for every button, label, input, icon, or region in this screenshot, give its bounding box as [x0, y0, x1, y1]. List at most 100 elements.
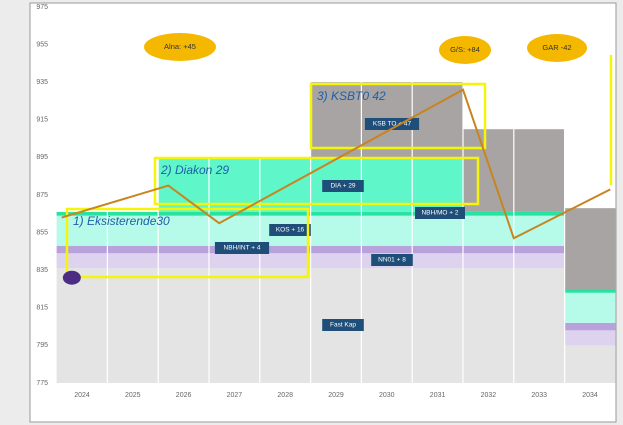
bar-segment — [361, 211, 413, 216]
bar-segment — [107, 215, 159, 246]
series-label: Fast Kap — [330, 322, 356, 329]
y-tick-label: 875 — [36, 192, 48, 199]
x-tick-label: 2034 — [582, 392, 598, 399]
bar-segment — [513, 268, 565, 383]
x-tick-label: 2026 — [176, 392, 192, 399]
series-label-box — [322, 180, 364, 192]
bar-segment — [513, 129, 565, 212]
highlight-box — [65, 207, 310, 279]
annotation-bubble — [439, 36, 491, 64]
y-tick-label: 775 — [36, 380, 48, 387]
bar-segment — [158, 253, 209, 269]
y-tick-label: 955 — [36, 41, 48, 48]
y-tick-label: 935 — [36, 79, 48, 86]
series-label-box — [322, 319, 364, 331]
bar-segment — [361, 245, 413, 254]
bar-segment — [463, 245, 514, 254]
bar-segment — [564, 345, 616, 383]
bar-segment — [259, 245, 311, 254]
x-tick-label: 2028 — [277, 392, 293, 399]
bar-segment — [310, 245, 362, 254]
series-label: NN01 + 8 — [378, 257, 406, 264]
bar-segment — [310, 215, 362, 246]
bar-segment — [361, 215, 413, 246]
bar-segment — [209, 268, 260, 383]
highlight-label: 1) Eksisterende30 — [73, 214, 170, 228]
series-label-box — [269, 224, 311, 236]
series-label: KOS + 16 — [276, 227, 305, 234]
bar-segment — [56, 245, 108, 254]
y-tick-label: 895 — [36, 154, 48, 161]
bar-segment — [463, 253, 514, 269]
bar-segment — [564, 292, 616, 323]
annotation-bubble — [144, 33, 216, 61]
bar-segment — [412, 253, 463, 269]
highlight-box — [153, 156, 480, 206]
bar-segment — [463, 215, 514, 246]
y-tick-label: 835 — [36, 267, 48, 274]
series-label: NBH/MO + 2 — [421, 210, 458, 217]
y-tick-label: 795 — [36, 342, 48, 349]
x-tick-label: 2033 — [531, 392, 547, 399]
series-label-box — [415, 207, 465, 219]
y-tick-label: 915 — [36, 117, 48, 124]
highlight-label: 3) KSBT0 42 — [317, 89, 386, 103]
trend-line — [61, 88, 611, 240]
x-tick-label: 2025 — [125, 392, 141, 399]
bar-segment — [107, 253, 159, 269]
x-tick-label: 2031 — [430, 392, 446, 399]
bar-segment — [513, 215, 565, 246]
highlight-box — [309, 82, 487, 150]
bar-segment — [259, 268, 311, 383]
bar-segment — [513, 245, 565, 254]
bar-segment — [158, 268, 209, 383]
series-label-box — [371, 254, 413, 266]
start-marker — [62, 270, 81, 285]
annotation-bubble — [527, 34, 587, 62]
bar-segment — [259, 253, 311, 269]
bar-segment — [463, 211, 514, 216]
bar-segment — [412, 268, 463, 383]
bar-segment — [310, 253, 362, 269]
x-tick-label: 2027 — [227, 392, 243, 399]
bar-segment — [158, 215, 209, 246]
bar-segment — [513, 253, 565, 269]
bar-segment — [209, 215, 260, 246]
series-label: KSB TO + 47 — [373, 121, 412, 128]
bar-segment — [158, 245, 209, 254]
bar-segment — [564, 322, 616, 331]
bar-segment — [412, 215, 463, 246]
bar-segment — [209, 253, 260, 269]
bar-segment — [56, 268, 108, 383]
x-tick-label: 2029 — [328, 392, 344, 399]
bar-segment — [463, 268, 514, 383]
bar-segment — [463, 129, 514, 212]
bar-segment — [564, 330, 616, 346]
bar-segment — [107, 268, 159, 383]
bar-segment — [56, 253, 108, 269]
y-tick-label: 815 — [36, 305, 48, 312]
series-label: NBH/INT + 4 — [224, 245, 261, 252]
bar-segment — [310, 82, 362, 158]
bar-segment — [564, 208, 616, 289]
x-tick-label: 2030 — [379, 392, 395, 399]
bar-segment — [259, 211, 311, 216]
bar-segment — [107, 211, 159, 216]
bar-segment — [564, 289, 616, 293]
highlight-label: 2) Diakon 29 — [160, 163, 229, 177]
x-tick-label: 2032 — [481, 392, 497, 399]
bar-segment — [158, 211, 209, 216]
annotation-text: Alna: +45 — [164, 42, 196, 51]
bar-segment — [412, 245, 463, 254]
annotation-text: G/S: +84 — [450, 45, 480, 54]
bar-segment — [56, 215, 108, 246]
bar-segment — [310, 211, 362, 216]
bar-segment — [513, 211, 565, 216]
y-tick-label: 975 — [36, 4, 48, 11]
series-label-box — [214, 242, 270, 254]
bar-segment — [361, 268, 413, 383]
annotation-text: GAR -42 — [542, 43, 571, 52]
y-tick-label: 855 — [36, 229, 48, 236]
series-label: DIA + 29 — [330, 183, 355, 190]
